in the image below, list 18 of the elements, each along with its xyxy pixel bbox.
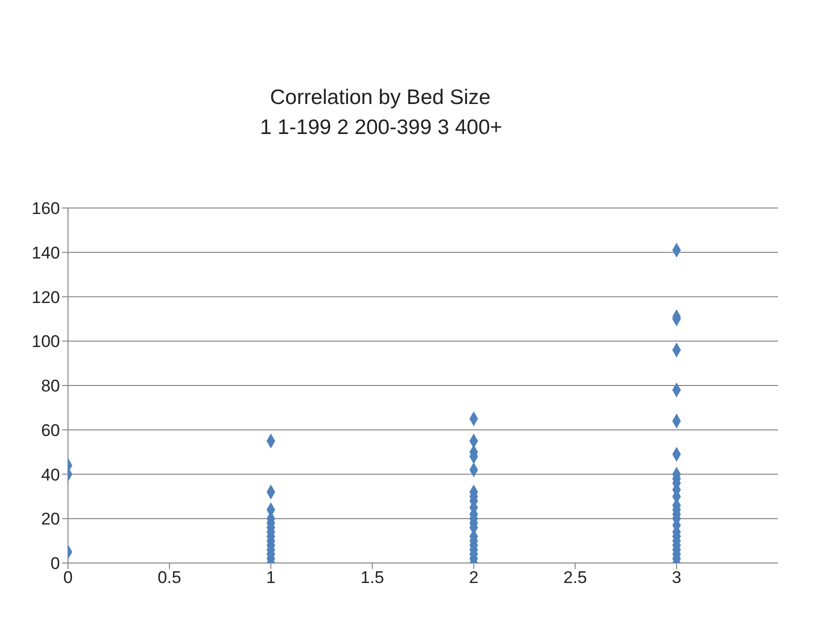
x-tick-label: 2 (468, 568, 478, 588)
x-tick-label: 0 (63, 568, 73, 588)
y-tick-label: 160 (32, 199, 60, 218)
y-tick-label: 120 (32, 288, 60, 307)
chart-subtitle: 1 1-199 2 200-399 3 400+ (259, 115, 504, 141)
x-tick-label: 1.5 (360, 568, 384, 588)
y-tick-label: 140 (32, 243, 60, 262)
x-tick-label: 1 (266, 568, 276, 588)
y-tick-label: 80 (41, 376, 60, 396)
y-tick-label: 20 (41, 510, 60, 529)
y-tick-label: 0 (50, 554, 60, 574)
x-tick-label: 3 (672, 568, 682, 588)
chart-title: Correlation by Bed Size (269, 85, 492, 111)
x-tick-label: 0.5 (158, 568, 182, 588)
y-tick-label: 40 (41, 465, 60, 484)
y-tick-label: 100 (32, 332, 60, 352)
x-tick-label: 2.5 (563, 568, 587, 588)
y-tick-label: 60 (41, 420, 60, 440)
